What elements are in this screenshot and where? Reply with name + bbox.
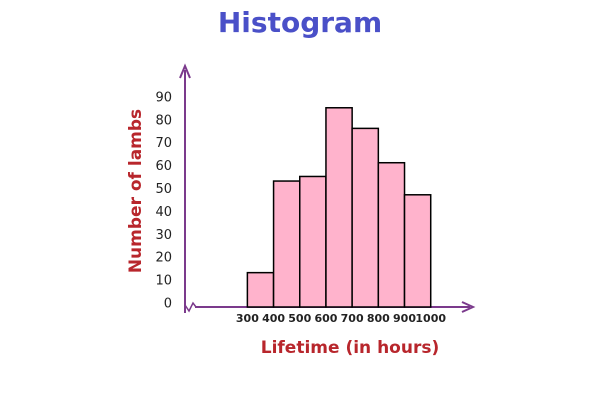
x-tick-label: 700: [341, 312, 364, 325]
bar: [377, 161, 406, 308]
y-tick-label: 90: [155, 90, 172, 105]
y-tick-label: 0: [164, 297, 172, 312]
y-tick-label: 40: [155, 205, 172, 220]
x-axis-label: Lifetime (in hours): [261, 338, 439, 358]
x-tick-label: 500: [288, 312, 311, 325]
y-tick-label: 20: [155, 251, 172, 266]
bar: [351, 127, 380, 308]
axis-break: [184, 301, 197, 313]
bar: [272, 180, 301, 308]
bar: [403, 194, 432, 308]
x-tick-label: 300: [236, 312, 259, 325]
y-tick-label: 80: [155, 113, 172, 128]
x-tick-label: 400: [262, 312, 285, 325]
bar: [246, 271, 275, 308]
y-tick-label: 70: [155, 136, 172, 151]
x-tick-label: 800: [367, 312, 390, 325]
y-axis-label: Number of lambs: [126, 109, 146, 273]
y-tick-label: 10: [155, 274, 172, 289]
x-tick-label: 900: [393, 312, 416, 325]
x-tick-label: 1000: [415, 312, 446, 325]
x-tick-label: 600: [314, 312, 337, 325]
y-tick-label: 60: [155, 159, 172, 174]
bar: [325, 107, 353, 308]
chart-title: Histogram: [218, 6, 382, 39]
y-axis-arrow: [179, 63, 191, 79]
x-axis-arrow: [461, 301, 476, 313]
y-tick-label: 50: [155, 182, 172, 197]
y-tick-label: 30: [155, 228, 172, 243]
bar: [299, 175, 327, 308]
